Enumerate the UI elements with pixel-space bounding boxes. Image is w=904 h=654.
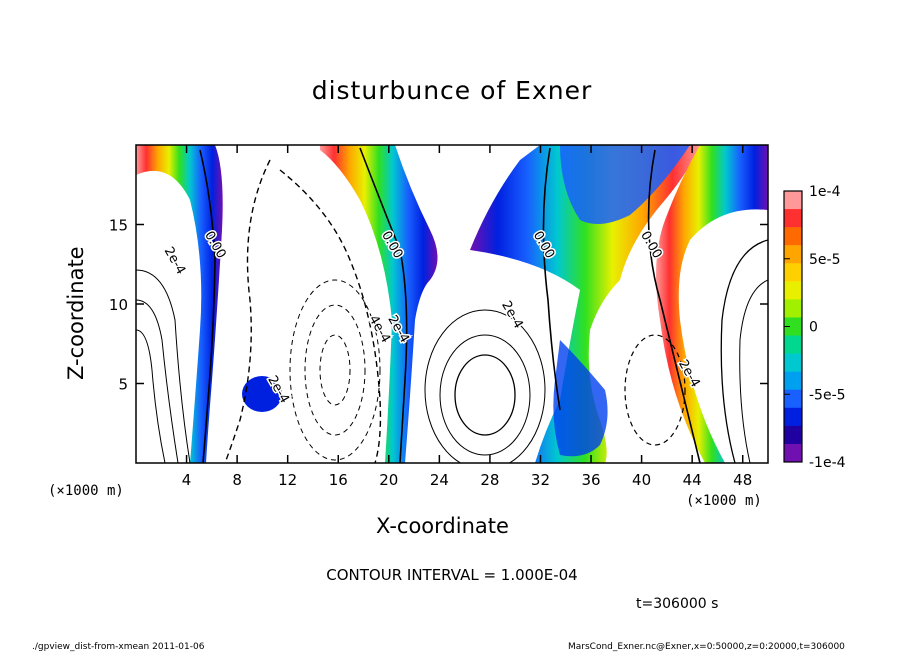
- colorbar-label-3: -5e-5: [809, 387, 846, 403]
- x-tick-label-1: 8: [232, 471, 242, 489]
- colorbar-swatch-4: [784, 263, 802, 282]
- contour-zero-1: [199, 149, 216, 463]
- contour-right-2: [739, 279, 768, 463]
- colorbar-swatch-6: [784, 299, 802, 318]
- contour-dash-1: [224, 159, 271, 463]
- contour-interval: CONTOUR INTERVAL = 1.000E-04: [326, 566, 578, 584]
- x-axis-title: X-coordinate: [376, 514, 509, 538]
- x-axis: 4 8 12 16 20 24 28 32 36 40 44 48: [182, 145, 752, 489]
- band-1: [136, 145, 223, 463]
- chart-title: disturbunce of Exner: [311, 76, 593, 105]
- contour-right-1: [720, 239, 768, 463]
- contour-left-1: [136, 269, 191, 463]
- contour-dash-5: [319, 334, 351, 406]
- colorbar-swatch-3: [784, 245, 802, 264]
- contour-left-3: [136, 329, 166, 463]
- footer-right: MarsCond_Exner.nc@Exner,x=0:50000,z=0:20…: [568, 642, 845, 652]
- time-label: t=306000 s: [636, 596, 719, 612]
- blue-core: [560, 145, 690, 224]
- band-4: [656, 145, 768, 463]
- x-tick-label-3: 16: [329, 471, 348, 489]
- contour-solid-3: [454, 354, 516, 436]
- y-tick-label-2: 15: [109, 217, 128, 235]
- colorbar-swatch-0: [784, 191, 802, 210]
- colorbar-swatch-5: [784, 281, 802, 300]
- colorbar-label-2: 0: [809, 320, 818, 336]
- band-2: [320, 145, 438, 463]
- colorbar-swatch-11: [784, 389, 802, 409]
- y-axis-title: Z-coordinate: [64, 246, 88, 380]
- contour-zero-4: [647, 149, 701, 463]
- x-tick-label-7: 32: [531, 471, 550, 489]
- y-tick-label-1: 10: [109, 296, 128, 314]
- field-fill: [136, 145, 768, 463]
- colorbar-swatch-2: [784, 227, 802, 246]
- contour-solid-2: [439, 334, 531, 456]
- x-tick-label-9: 40: [632, 471, 651, 489]
- colorbar-swatch-10: [784, 371, 802, 391]
- x-tick-label-2: 12: [278, 471, 297, 489]
- y-axis: 5 10 15: [109, 217, 768, 394]
- colorbar-swatch-7: [784, 317, 802, 337]
- x-tick-label-5: 24: [430, 471, 449, 489]
- colorbar-swatch-9: [784, 353, 802, 373]
- x-unit-left: (×1000 m): [48, 483, 124, 499]
- contour-zero-2: [359, 147, 408, 463]
- x-tick-label-6: 28: [480, 471, 499, 489]
- y-tick-label-0: 5: [118, 376, 128, 394]
- colorbar-label-0: 1e-4: [809, 184, 841, 200]
- band-3: [470, 145, 700, 463]
- contour-dash-2: [279, 169, 382, 463]
- contour-solid-1: [424, 309, 546, 463]
- contour-zero-3: [542, 147, 561, 411]
- colorbar: 1e-4 5e-5 0 -5e-5 -1e-4: [783, 184, 846, 471]
- colorbar-swatch-14: [784, 443, 802, 463]
- x-tick-label-11: 48: [733, 471, 752, 489]
- contour-label-4: 2e-4: [161, 245, 189, 278]
- footer-left: ./gpview_dist-from-xmean 2011-01-06: [32, 642, 205, 652]
- blue-blob: [242, 376, 282, 412]
- contours: [136, 147, 768, 463]
- blue-lower: [553, 340, 608, 457]
- contour-dash-3: [289, 279, 381, 461]
- contour-left-2: [136, 299, 179, 463]
- x-unit-right: (×1000 m): [686, 493, 762, 509]
- x-tick-label-4: 20: [379, 471, 398, 489]
- colorbar-swatch-13: [784, 425, 802, 445]
- colorbar-swatch-12: [784, 407, 802, 427]
- x-tick-label-10: 44: [683, 471, 702, 489]
- x-tick-label-0: 4: [182, 471, 192, 489]
- contour-dash-4: [304, 304, 366, 436]
- colorbar-label-1: 5e-5: [809, 252, 840, 268]
- colorbar-swatch-1: [784, 209, 802, 228]
- colorbar-swatch-8: [784, 335, 802, 355]
- colorbar-label-4: -1e-4: [809, 455, 846, 471]
- x-tick-label-8: 36: [581, 471, 600, 489]
- contour-dash-6: [624, 334, 686, 446]
